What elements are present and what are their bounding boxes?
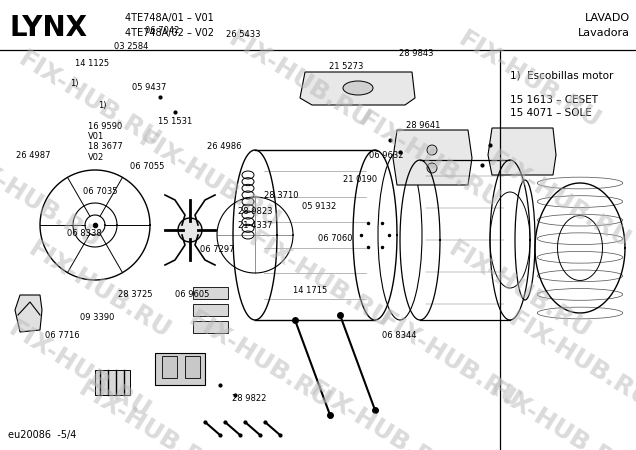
Text: FIX-HUB.RU: FIX-HUB.RU [225,27,375,133]
Text: Lavadora: Lavadora [578,28,630,38]
Text: FIX-HUB.RU: FIX-HUB.RU [25,237,176,343]
Text: 26 4987: 26 4987 [16,151,50,160]
Text: 15 4071 – SOLE: 15 4071 – SOLE [510,108,591,118]
Text: 06 7297: 06 7297 [200,245,235,254]
Text: LYNX: LYNX [10,14,88,42]
Text: 21 0190: 21 0190 [343,176,378,184]
Text: 09 3390: 09 3390 [80,313,114,322]
Text: 26 4986: 26 4986 [207,142,241,151]
Text: 26 5433: 26 5433 [226,30,260,39]
Text: 4TE748A/02 – V02: 4TE748A/02 – V02 [125,28,214,38]
Bar [162,356,177,378]
Text: 1): 1) [70,79,78,88]
Text: FIX-HUB.RU: FIX-HUB.RU [245,227,396,333]
Text: 06 7042: 06 7042 [145,26,179,35]
Bar [185,356,200,378]
Polygon shape [393,130,472,185]
Text: 05 9132: 05 9132 [302,202,336,211]
Text: 28 9641: 28 9641 [406,121,440,130]
Text: FIX-HUB.RU: FIX-HUB.RU [375,306,525,414]
Text: 14 1125: 14 1125 [75,58,109,68]
Text: eu20086  -5/4: eu20086 -5/4 [8,430,76,440]
Text: 06 7055: 06 7055 [130,162,165,171]
Bar [193,321,228,333]
Text: 4TE748A/01 – V01: 4TE748A/01 – V01 [125,13,214,23]
Text: 06 8338: 06 8338 [67,230,102,238]
Text: FIX-HUB.RU: FIX-HUB.RU [485,147,635,253]
Bar [193,304,228,316]
Text: 05 9437: 05 9437 [132,83,167,92]
Text: 21 5273: 21 5273 [329,62,364,71]
Circle shape [178,218,202,242]
Text: FIX-HUB.RU: FIX-HUB.RU [485,377,635,450]
Bar [95,370,130,395]
Text: 16 9590
V01
18 3677
V02: 16 9590 V01 18 3677 V02 [88,122,123,162]
Text: 06 7060: 06 7060 [318,234,352,243]
Text: 28 9822: 28 9822 [232,394,266,403]
Text: 1): 1) [99,101,107,110]
Text: 06 9605: 06 9605 [175,290,209,299]
Text: 28 3710: 28 3710 [264,191,298,200]
Polygon shape [488,128,556,175]
Text: FIX-HUB.RU: FIX-HUB.RU [4,317,155,423]
Text: FIX-HUB.RU: FIX-HUB.RU [355,107,506,213]
Text: 06 7035: 06 7035 [83,187,117,196]
Text: 15 1531: 15 1531 [158,117,192,126]
Text: LAVADO: LAVADO [585,13,630,23]
Text: 14 1715: 14 1715 [293,286,327,295]
Text: FIX-HUB.RU: FIX-HUB.RU [455,27,605,133]
Text: 06 9632: 06 9632 [369,151,403,160]
Circle shape [427,145,437,155]
Text: 28 3725: 28 3725 [118,290,152,299]
Text: 21 4337: 21 4337 [238,220,273,230]
Text: FIX-HUB.RU: FIX-HUB.RU [74,377,225,450]
Text: 1)  Escobillas motor: 1) Escobillas motor [510,70,613,80]
Text: 28 9843: 28 9843 [399,49,434,58]
Circle shape [427,163,437,173]
Text: FIX-HUB.RU: FIX-HUB.RU [305,377,455,450]
Text: FIX-HUB.RU: FIX-HUB.RU [15,47,165,153]
Text: 06 7716: 06 7716 [45,331,79,340]
Polygon shape [300,72,415,105]
Ellipse shape [343,81,373,95]
Text: FIX-HUB.RU: FIX-HUB.RU [0,147,106,253]
Text: FIX-HUB.RU: FIX-HUB.RU [504,306,636,414]
Polygon shape [15,295,42,332]
Text: 28 9823: 28 9823 [238,207,273,216]
Text: FIX-HUB.RU: FIX-HUB.RU [445,237,595,343]
Text: FIX-HUB.RU: FIX-HUB.RU [135,126,286,234]
Bar [193,287,228,299]
Bar [155,353,205,385]
Text: 03 2584: 03 2584 [114,42,149,51]
Text: FIX-HUB.RU: FIX-HUB.RU [184,306,335,414]
Text: 15 1613 – CESET: 15 1613 – CESET [510,95,598,105]
Text: 06 8344: 06 8344 [382,331,416,340]
